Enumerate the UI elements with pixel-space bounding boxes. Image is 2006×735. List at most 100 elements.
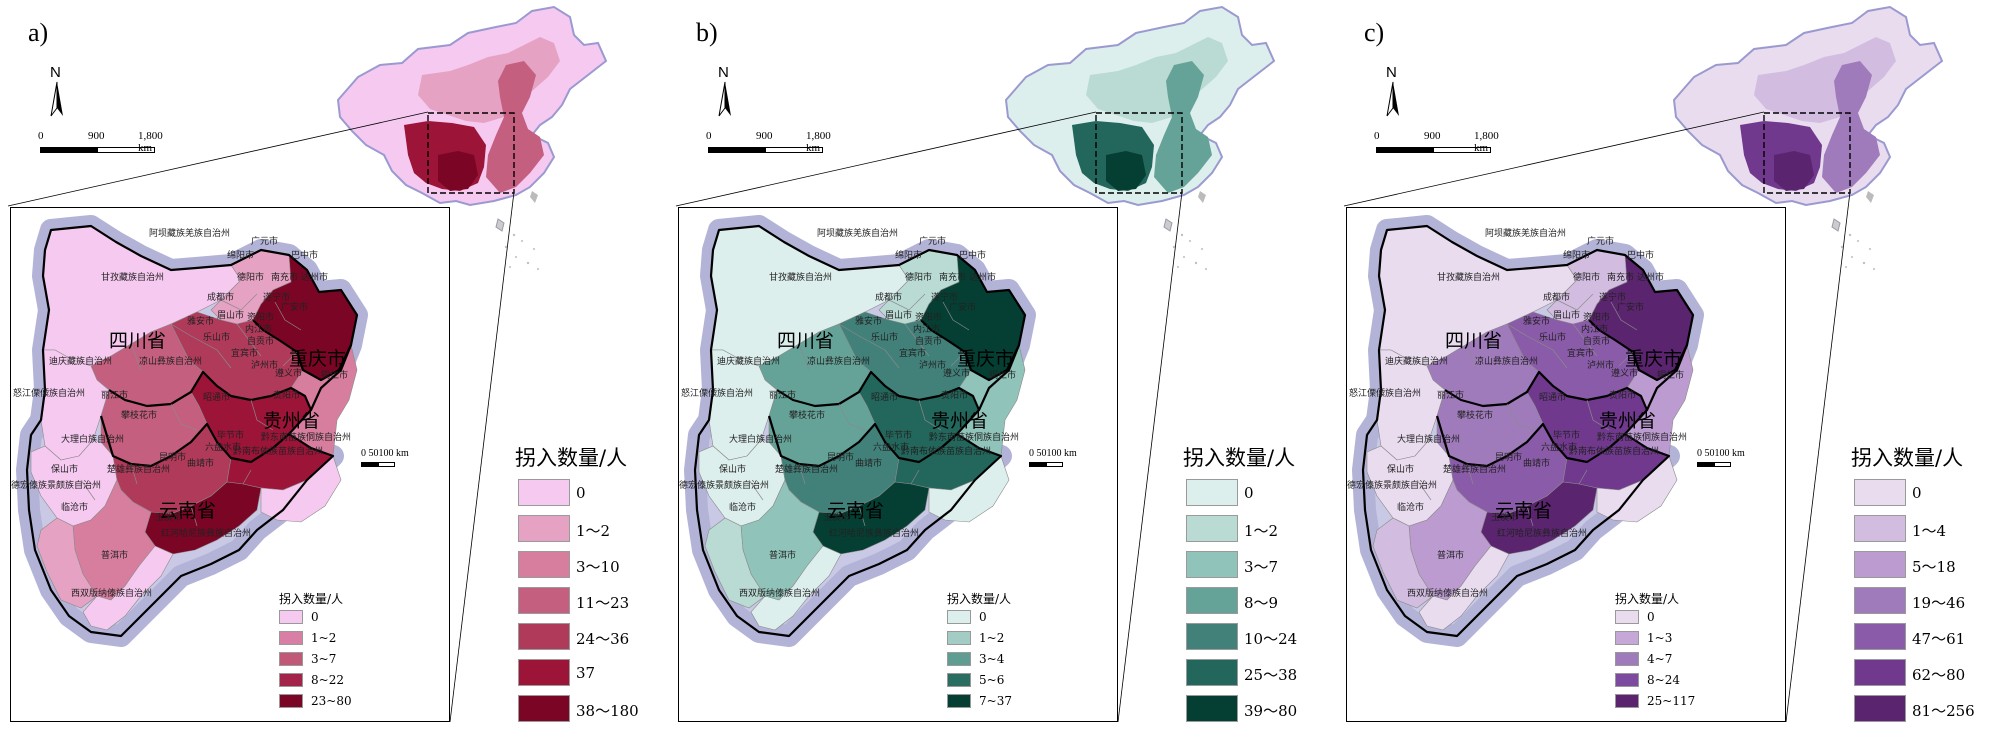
inset-legend-item: 23~80 [279,694,369,712]
city-label: 楚雄彝族自治州 [107,465,171,475]
legend-label: 10～24 [1244,630,1298,648]
legend-swatch [518,659,570,686]
city-label: 德阳市 [905,273,933,283]
city-label: 资阳市 [1583,313,1611,323]
legend-swatch [518,587,570,614]
legend-item: 0 [518,479,678,509]
city-label: 怒江傈僳族自治州 [1349,389,1422,399]
legend-swatch [1186,515,1238,542]
city-label: 黔南布依族苗族自治州 [233,447,324,457]
city-label: 内江市 [1581,325,1609,335]
city-label: 昭通市 [1539,393,1567,403]
inset-legend-label: 7~37 [979,694,1012,708]
city-label: 绵阳市 [1563,251,1591,261]
city-label: 广安市 [949,303,977,313]
north-arrow-icon: N [714,64,736,126]
city-label: 楚雄彝族自治州 [775,465,839,475]
inset-legend-label: 3~4 [979,652,1005,666]
city-label: 丽江市 [101,391,129,401]
city-label: 自贡市 [247,337,275,347]
legend-item: 1～4 [1854,515,2006,545]
legend-item: 38～180 [518,695,678,725]
legend-label: 62～80 [1912,666,1966,684]
city-label: 自贡市 [915,337,943,347]
city-label: 迪庆藏族自治州 [717,357,781,367]
map-panel-b: b) N 0 900 1,800 km [668,0,1336,735]
inset-legend-item: 0 [279,610,369,628]
inset-legend-label: 8~22 [311,673,344,687]
city-label: 昭通市 [203,393,231,403]
city-label: 普洱市 [101,551,129,561]
city-label: 西双版纳傣族自治州 [739,589,821,599]
north-label: N [1386,64,1397,81]
city-label: 黔东南苗族侗族自治州 [1597,433,1688,443]
city-label: 红河哈尼族彝族自治州 [1497,529,1588,539]
inset-legend-title: 拐入数量/人 [1615,592,1680,606]
city-label: 阿坝藏族羌族自治州 [1485,229,1567,239]
city-label: 铜仁市 [321,371,349,381]
inset-legend-label: 4~7 [1647,652,1673,666]
legend-swatch [518,479,570,506]
city-label: 巴中市 [291,251,319,261]
city-label: 泸州市 [1587,361,1615,371]
province-label-sichuan: 四川省 [1445,330,1503,352]
city-label: 达州市 [969,273,997,283]
inset-legend-title: 拐入数量/人 [947,592,1012,606]
inset-legend-label: 25~117 [1647,694,1696,708]
legend-label: 38～180 [576,702,639,720]
city-label: 遂宁市 [1599,293,1627,303]
legend-title: 拐入数量/人 [1183,446,1296,470]
legend-item: 8～9 [1186,587,1346,617]
legend-label: 11～23 [576,594,630,612]
legend-label: 25～38 [1244,666,1298,684]
scale-bar: 0 900 1,800 km [1374,130,1501,160]
inset-legend-item: 3~7 [279,652,369,670]
legend-swatch [1854,587,1906,614]
city-label: 攀枝花市 [121,411,158,421]
city-label: 达州市 [301,273,329,283]
city-label: 玉溪市 [823,513,851,523]
legend-label: 0 [1912,484,1922,502]
city-label: 遵义市 [1611,369,1639,379]
inset-legend-item: 5~6 [947,673,1037,691]
city-label: 自贡市 [1583,337,1611,347]
city-label: 迪庆藏族自治州 [1385,357,1449,367]
city-label: 攀枝花市 [1457,411,1494,421]
city-label: 保山市 [1387,465,1415,475]
inset-scale-bar: 0 50100 km [361,448,441,472]
city-label: 达州市 [1637,273,1665,283]
map-panel-c: c) N 0 900 1,800 km [1336,0,2006,735]
city-label: 贵阳市 [1609,391,1637,401]
city-label: 乐山市 [1539,333,1567,343]
city-label: 普洱市 [769,551,797,561]
city-label: 甘孜藏族自治州 [101,273,165,283]
inset-legend-swatch [947,631,971,645]
city-label: 楚雄彝族自治州 [1443,465,1507,475]
southwest-china-inset-map: 0 50100 km 四川省 重庆市 贵州省 云南省 阿坝藏族羌族自治州 甘孜藏… [678,207,1118,722]
city-label: 曲靖市 [1523,459,1551,469]
inset-scale-label: 0 50100 km [1029,448,1077,459]
city-label: 遂宁市 [263,293,291,303]
inset-legend-item: 0 [1615,610,1705,628]
legend-swatch [1854,479,1906,506]
inset-legend-item: 8~22 [279,673,369,691]
scale-tick-0: 0 [706,130,712,142]
city-label: 红河哈尼族彝族自治州 [161,529,252,539]
legend-swatch [1854,515,1906,542]
legend-label: 1～4 [1912,522,1947,540]
city-label: 丽江市 [769,391,797,401]
scale-tick-1: 900 [88,130,105,142]
city-label: 乐山市 [203,333,231,343]
province-label-chongqing: 重庆市 [957,348,1015,370]
city-label: 凉山彝族自治州 [1475,357,1539,367]
city-label: 六盘水市 [205,443,242,453]
scale-tick-1: 900 [1424,130,1441,142]
city-label: 南充市 [939,273,967,283]
inset-scale-label: 0 50100 km [1697,448,1745,459]
legend-swatch [518,515,570,542]
city-label: 眉山市 [217,311,245,321]
inset-legend-label: 1~2 [979,631,1005,645]
province-label-chongqing: 重庆市 [289,348,347,370]
city-label: 毕节市 [885,431,913,441]
legend-swatch [1186,659,1238,686]
